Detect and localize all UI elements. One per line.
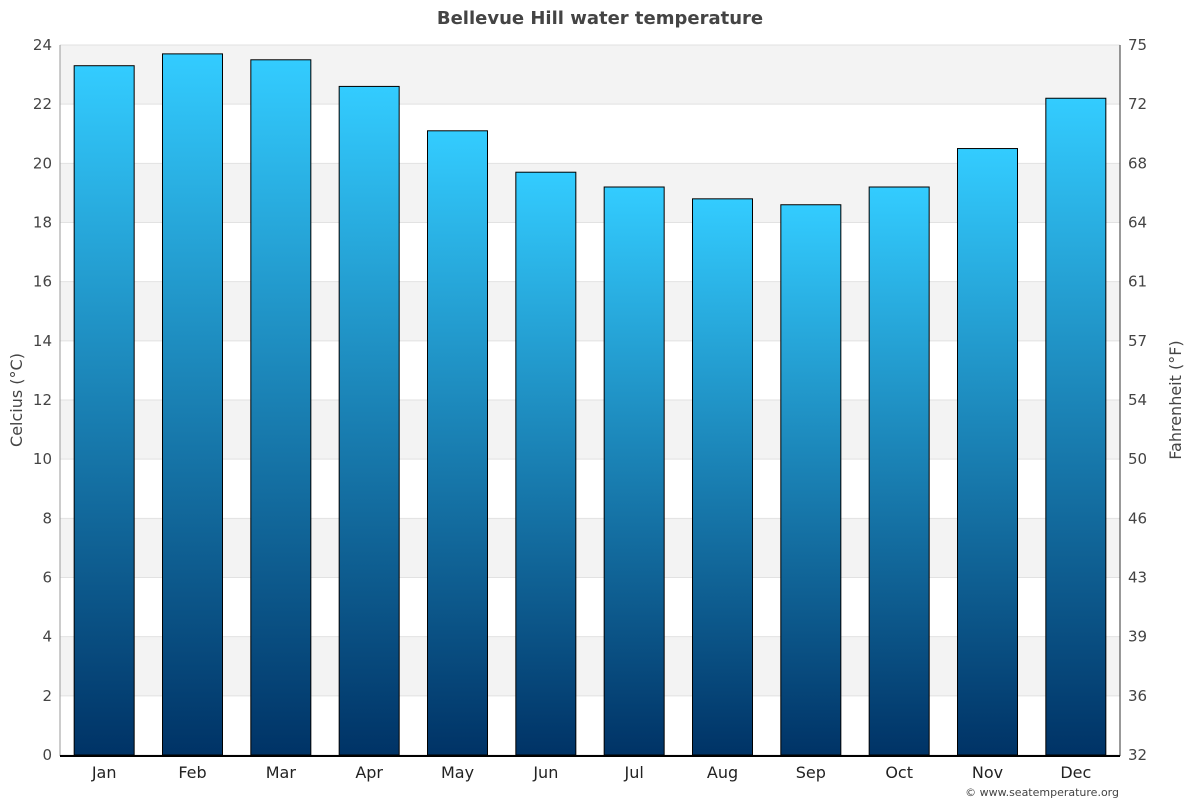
y-tick-label-right: 64 <box>1128 214 1147 232</box>
x-tick-label: Feb <box>178 763 206 782</box>
y-tick-label-left: 20 <box>33 154 52 172</box>
bar-feb <box>162 53 223 756</box>
grid-band <box>60 400 1120 460</box>
y-axis-label-right: Fahrenheit (°F) <box>1166 340 1185 459</box>
y-tick-label-right: 61 <box>1128 273 1147 291</box>
x-tick-label: Oct <box>885 763 913 782</box>
y-tick-label-left: 4 <box>42 628 52 646</box>
y-tick-label-right: 72 <box>1128 95 1147 113</box>
x-tick-label: Aug <box>707 763 738 782</box>
y-tick-label-left: 8 <box>42 509 52 527</box>
x-tick-label: Nov <box>972 763 1003 782</box>
x-tick-label: Mar <box>266 763 297 782</box>
y-tick-label-left: 22 <box>33 95 52 113</box>
x-tick-label: May <box>441 763 474 782</box>
y-tick-label-left: 0 <box>42 746 52 764</box>
bar-nov <box>957 148 1018 756</box>
y-tick-label-right: 32 <box>1128 746 1147 764</box>
grid-band <box>60 45 1120 105</box>
grid-band <box>60 163 1120 223</box>
y-tick-label-right: 43 <box>1128 569 1147 587</box>
bar-oct <box>868 186 930 756</box>
y-tick-label-left: 2 <box>42 687 52 705</box>
bar-jul <box>603 186 665 756</box>
y-tick-label-right: 39 <box>1128 628 1147 646</box>
y-tick-label-left: 16 <box>33 273 52 291</box>
y-axis-label-left: Celcius (°C) <box>7 353 26 447</box>
y-tick-label-left: 10 <box>33 450 52 468</box>
y-tick-label-right: 68 <box>1128 154 1147 172</box>
bar-dec <box>1045 97 1107 756</box>
bar-mar <box>250 59 312 756</box>
y-tick-label-right: 36 <box>1128 687 1147 705</box>
x-tick-label: Sep <box>796 763 826 782</box>
y-tick-label-right: 50 <box>1128 450 1147 468</box>
x-tick-label: Jan <box>91 763 117 782</box>
y-tick-label-right: 46 <box>1128 509 1147 527</box>
bar-sep <box>780 204 842 756</box>
grid-band <box>60 518 1120 578</box>
y-tick-label-left: 18 <box>33 214 52 232</box>
x-tick-label: Jul <box>624 763 644 782</box>
y-tick-label-left: 6 <box>42 569 52 587</box>
y-tick-label-left: 12 <box>33 391 52 409</box>
x-tick-label: Jun <box>532 763 558 782</box>
bar-jun <box>515 171 577 756</box>
chart-title: Bellevue Hill water temperature <box>437 8 763 29</box>
y-tick-label-right: 75 <box>1128 36 1147 54</box>
y-tick-label-right: 54 <box>1128 391 1147 409</box>
bar-jan <box>73 65 135 756</box>
bar-aug <box>692 198 753 756</box>
x-tick-label: Dec <box>1060 763 1091 782</box>
bar-apr <box>338 85 400 756</box>
y-tick-label-right: 57 <box>1128 332 1147 350</box>
bar-may <box>427 130 488 756</box>
grid-band <box>60 281 1120 341</box>
credit: © www.seatemperature.org <box>965 786 1119 799</box>
x-tick-label: Apr <box>355 763 383 782</box>
grid-band <box>60 636 1120 696</box>
y-tick-label-left: 24 <box>33 36 52 54</box>
y-tick-label-left: 14 <box>33 332 52 350</box>
